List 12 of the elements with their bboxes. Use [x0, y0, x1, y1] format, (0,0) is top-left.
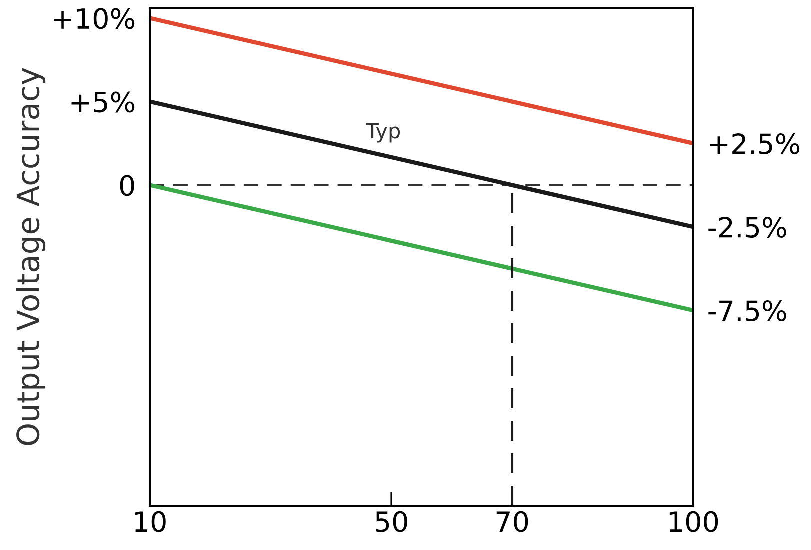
- y2-tick-label: -2.5%: [708, 216, 786, 238]
- annotation: Typ: [366, 123, 400, 143]
- y-tick-label: 0: [120, 175, 134, 196]
- y-tick-label: +5%: [72, 92, 135, 113]
- y2-tick-label: -7.5%: [708, 300, 786, 322]
- x-tick-label: 100: [670, 511, 718, 532]
- x-tick-label: 70: [496, 511, 528, 532]
- y2-tick-label: +2.5%: [710, 133, 800, 154]
- x-tick-label: 50: [376, 511, 408, 532]
- y-tick-label: +10%: [54, 8, 135, 30]
- x-tick-label: 10: [135, 511, 166, 532]
- y-axis-title: Output Voltage Accuracy: [16, 68, 46, 446]
